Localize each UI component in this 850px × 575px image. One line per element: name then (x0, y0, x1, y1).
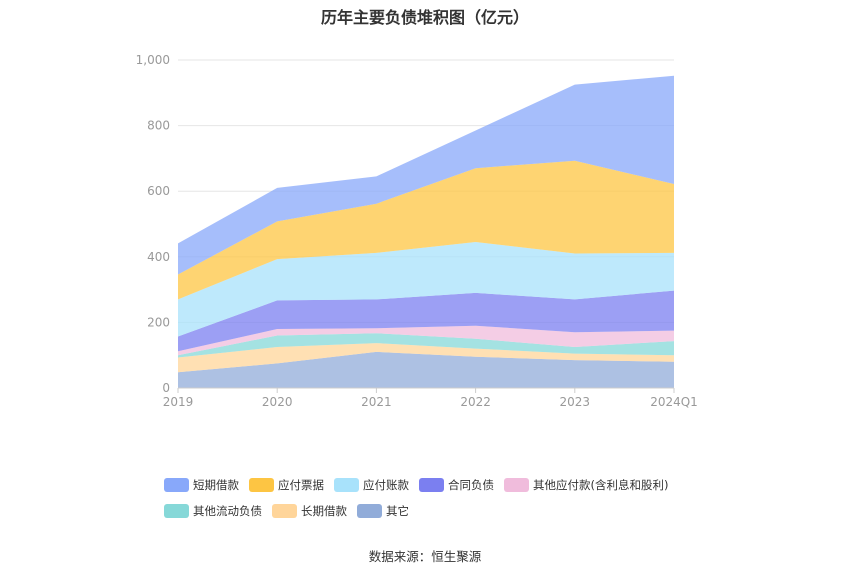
legend-label: 长期借款 (301, 504, 347, 518)
legend-label: 其它 (386, 504, 409, 518)
x-tick-label: 2021 (361, 395, 392, 409)
data-source: 数据来源：恒生聚源 (368, 549, 482, 564)
area-其他流动负债[interactable] (178, 333, 674, 358)
axes: 0 200 400 600 800 1,000 2019 2020 2021 2022 2023 20… (136, 53, 698, 409)
legend-swatch (164, 478, 189, 492)
y-tick-label: 800 (147, 119, 170, 133)
legend-row: 其他流动负债 长期借款 其它 (164, 498, 724, 524)
legend-item[interactable]: 其它 (357, 503, 409, 519)
x-tick-label: 2019 (163, 395, 194, 409)
legend-row: 短期借款 应付票据 应付账款 合同负债 其他应付款(含利息和股利) (164, 472, 724, 498)
legend-swatch (419, 478, 444, 492)
legend: 短期借款 应付票据 应付账款 合同负债 其他应付款(含利息和股利) 其他流动负债 长期借款其… (164, 472, 724, 524)
legend-label: 应付票据 (278, 478, 324, 492)
legend-swatch (272, 504, 297, 518)
area-短期借款[interactable] (178, 75, 674, 275)
area-其它[interactable] (178, 351, 674, 388)
legend-item[interactable]: 合同负债 (419, 477, 494, 493)
legend-swatch (334, 478, 359, 492)
x-tick-label: 2020 (262, 395, 293, 409)
y-tick-label: 1,000 (136, 53, 170, 67)
y-tick-label: 600 (147, 184, 170, 198)
legend-swatch (249, 478, 274, 492)
area-series (178, 75, 674, 388)
x-tick-label: 2022 (460, 395, 491, 409)
area-合同负债[interactable] (178, 290, 674, 352)
stacked-area-chart: 0 200 400 600 800 1,000 2019 2020 2021 2022 2023 20… (136, 53, 698, 409)
legend-item[interactable]: 长期借款 (272, 503, 347, 519)
legend-label: 其他应付款(含利息和股利) (533, 478, 669, 492)
legend-item[interactable]: 短期借款 (164, 477, 239, 493)
legend-item[interactable]: 其他流动负债 (164, 503, 262, 519)
legend-item[interactable]: 其他应付款(含利息和股利) (504, 477, 668, 493)
x-tick-label: 2023 (560, 395, 591, 409)
y-tick-label: 400 (147, 250, 170, 264)
area-应付票据[interactable] (178, 160, 674, 300)
legend-label: 其他流动负债 (193, 504, 262, 518)
legend-label: 应付账款 (363, 478, 409, 492)
area-应付账款[interactable] (178, 242, 674, 337)
area-长期借款[interactable] (178, 343, 674, 373)
legend-swatch (504, 478, 529, 492)
legend-label: 短期借款 (193, 478, 239, 492)
legend-swatch (357, 504, 382, 518)
area-其他应付款(含利息和股利)[interactable] (178, 325, 674, 356)
legend-item[interactable]: 应付票据 (249, 477, 324, 493)
y-tick-label: 0 (162, 381, 170, 395)
legend-swatch (164, 504, 189, 518)
legend-label: 合同负债 (448, 478, 494, 492)
legend-item[interactable]: 应付账款 (334, 477, 409, 493)
y-tick-label: 200 (147, 315, 170, 329)
chart-title: 历年主要负债堆积图（亿元） (320, 8, 529, 27)
x-tick-label: 2024Q1 (650, 395, 698, 409)
